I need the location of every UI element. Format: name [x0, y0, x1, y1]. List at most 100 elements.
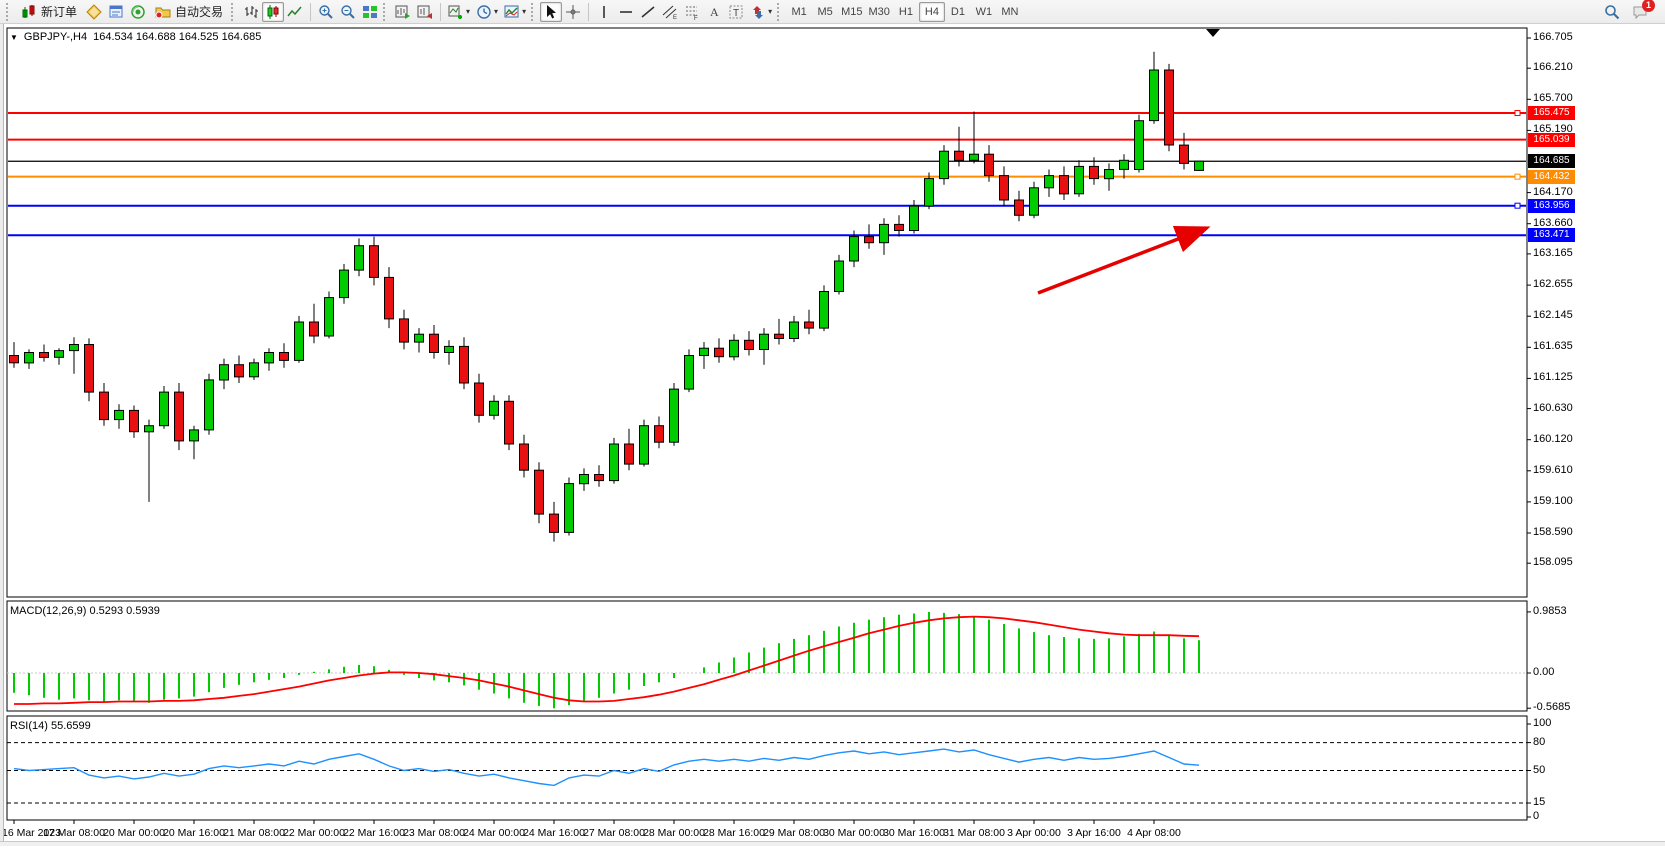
toolbar-grip[interactable]: [383, 2, 388, 21]
line-chart-button[interactable]: [284, 2, 306, 22]
price-line-badge: 164.685: [1528, 154, 1575, 169]
indicators-button[interactable]: ▾: [445, 2, 473, 22]
toolbar-grip[interactable]: [777, 2, 782, 21]
trendline-button[interactable]: [637, 2, 659, 22]
price-line-badge: 165.475: [1528, 106, 1575, 120]
toolbar-grip[interactable]: [531, 2, 536, 21]
price-axis-tick: 165.190: [1533, 123, 1573, 136]
indicators-caret[interactable]: ▾: [466, 7, 471, 16]
rsi-axis-tick: 0: [1533, 810, 1540, 822]
price-line-badge: 163.471: [1528, 228, 1575, 243]
chart-title: ▼ GBPJPY-,H4 164.534 164.688 164.525 164…: [10, 31, 261, 43]
navigator-button[interactable]: [127, 2, 149, 22]
arrows-button[interactable]: ▾: [747, 2, 775, 22]
data-window-button[interactable]: [105, 2, 127, 22]
candles: [9, 51, 1204, 542]
window-left-edge: [0, 24, 4, 846]
time-axis-label: 16 Mar 2023: [2, 827, 61, 839]
timeframe-mn-button[interactable]: MN: [1001, 5, 1019, 18]
time-axis-label: 17 Mar 08:00: [43, 827, 105, 839]
price-line-badge: 165.039: [1528, 132, 1575, 147]
macd-signal-line: [14, 615, 1200, 705]
templates-caret[interactable]: ▾: [522, 7, 527, 16]
market-watch-icon: [86, 3, 102, 20]
time-axis-label: 3 Apr 16:00: [1067, 827, 1121, 839]
tile-windows-icon: [362, 4, 378, 20]
rsi-axis-tick: 100: [1533, 717, 1552, 729]
price-axis-tick: 162.655: [1533, 278, 1573, 291]
auto-trading-button[interactable]: 自动交易: [149, 2, 229, 22]
cursor-button[interactable]: [540, 1, 563, 22]
chart-shift-button[interactable]: [414, 2, 436, 22]
price-axis-tick: 158.095: [1533, 556, 1573, 569]
timeframe-m15-button[interactable]: M15: [841, 5, 863, 18]
new-order-label: 新订单: [41, 5, 78, 19]
price-axis-tick: 162.145: [1533, 309, 1573, 322]
svg-text:A: A: [710, 5, 719, 19]
equidistant-channel-button[interactable]: E: [659, 2, 681, 22]
price-axis-tick: 164.170: [1533, 185, 1573, 198]
toolbar-grip[interactable]: [6, 2, 11, 21]
auto-trading-icon: [155, 4, 171, 20]
periods-clock-icon: [476, 4, 492, 20]
time-axis-label: 20 Mar 00:00: [103, 827, 165, 839]
timeframe-w1-button[interactable]: W1: [975, 5, 993, 18]
time-axis-label: 22 Mar 16:00: [343, 827, 405, 839]
chart-canvas[interactable]: [0, 24, 1665, 846]
macd-axis-tick: 0.9853: [1533, 604, 1567, 617]
templates-button[interactable]: ▾: [501, 2, 529, 22]
vertical-line-button[interactable]: [593, 2, 615, 22]
chart-dropdown-icon[interactable]: ▼: [10, 32, 18, 42]
time-axis-label: 28 Mar 16:00: [703, 827, 765, 839]
price-axis-tick: 161.125: [1533, 371, 1573, 384]
fibonacci-button[interactable]: F: [681, 2, 703, 22]
cursor-arrow-icon: [543, 4, 559, 20]
vertical-line-icon: [596, 4, 612, 20]
horizontal-line-button[interactable]: [615, 2, 637, 22]
timeframe-h4-button[interactable]: H4: [918, 1, 945, 22]
periods-caret[interactable]: ▾: [494, 7, 499, 16]
time-axis-label: 24 Mar 00:00: [463, 827, 525, 839]
tile-windows-button[interactable]: [359, 2, 381, 22]
candlestick-chart-button[interactable]: [262, 1, 285, 22]
svg-text:E: E: [673, 15, 677, 20]
arrows-caret[interactable]: ▾: [768, 7, 773, 16]
time-axis-label: 21 Mar 08:00: [223, 827, 285, 839]
new-order-button[interactable]: 新订单: [15, 2, 83, 22]
zoom-out-icon: [340, 4, 356, 20]
macd-label: MACD(12,26,9) 0.5293 0.5939: [10, 605, 160, 617]
zoom-out-button[interactable]: [337, 2, 359, 22]
time-axis-label: 29 Mar 08:00: [763, 827, 825, 839]
notifications-button[interactable]: 1: [1629, 0, 1655, 22]
timeframe-m1-button[interactable]: M1: [791, 5, 807, 18]
timeframe-d1-button[interactable]: D1: [950, 5, 965, 18]
chart-ohlc-readout: 164.534 164.688 164.525 164.685: [93, 31, 262, 43]
timeframe-h1-button[interactable]: H1: [898, 5, 913, 18]
text-label-icon: T: [728, 4, 744, 20]
main-toolbar: 新订单 自动交易: [0, 0, 1665, 24]
auto-scroll-button[interactable]: [392, 2, 414, 22]
time-axis-label: 3 Apr 00:00: [1007, 827, 1061, 839]
time-axis-label: 22 Mar 00:00: [283, 827, 345, 839]
annotation-arrow: [1037, 226, 1211, 295]
text-icon: A: [706, 4, 722, 20]
timeframe-m5-button[interactable]: M5: [817, 5, 833, 18]
toolbar-grip[interactable]: [231, 2, 236, 21]
arrows-icon: [750, 4, 766, 20]
text-label-button[interactable]: T: [725, 2, 747, 22]
zoom-in-button[interactable]: [315, 2, 337, 22]
search-button[interactable]: [1601, 2, 1623, 22]
macd-axis-tick: -0.5685: [1533, 701, 1571, 714]
price-axis-tick: 160.630: [1533, 401, 1573, 414]
bar-chart-button[interactable]: [240, 2, 262, 22]
text-button[interactable]: A: [703, 2, 725, 22]
periods-button[interactable]: ▾: [473, 2, 501, 22]
equidistant-channel-icon: E: [662, 4, 678, 21]
price-axis-tick: 158.590: [1533, 526, 1573, 538]
price-axis-tick: 163.165: [1533, 246, 1573, 259]
time-axis-label: 30 Mar 00:00: [823, 827, 885, 839]
timeframe-m30-button[interactable]: M30: [868, 5, 890, 18]
rsi-axis-tick: 15: [1533, 796, 1546, 808]
crosshair-button[interactable]: [562, 2, 584, 22]
market-watch-button[interactable]: [83, 2, 105, 22]
